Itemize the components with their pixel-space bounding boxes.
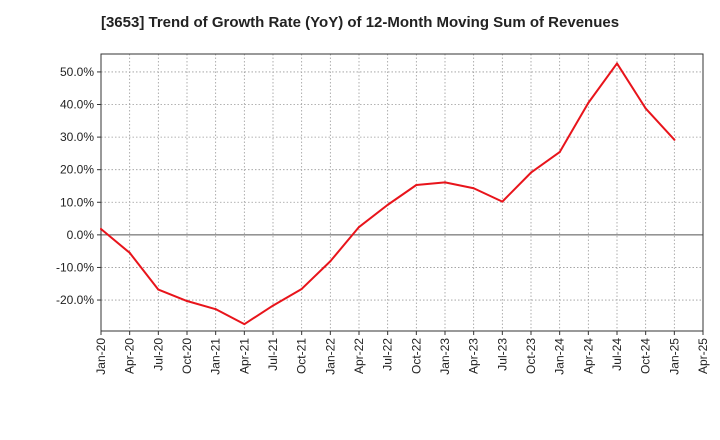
y-tick-label: -20.0% [56,293,94,307]
data-point [558,151,561,154]
y-tick-label: 50.0% [60,65,94,79]
x-tick-label: Oct-21 [295,338,309,374]
data-point [587,101,590,104]
x-tick-label: Jan-23 [438,338,452,375]
y-tick-label: -10.0% [56,260,94,274]
data-point [186,300,188,303]
y-tick-label: 10.0% [60,195,94,209]
chart-title: [3653] Trend of Growth Rate (YoY) of 12-… [100,14,620,31]
x-tick-label: Jul-23 [495,338,509,371]
data-point [329,260,332,263]
x-tick-label: Apr-21 [237,338,251,374]
x-tick-label: Apr-22 [352,338,366,374]
x-tick-label: Oct-24 [639,338,653,374]
x-tick-label: Jul-20 [151,338,165,371]
data-point [128,251,131,254]
data-point [100,227,102,230]
x-tick-label: Apr-20 [123,338,137,374]
x-tick-label: Jan-21 [209,338,223,375]
data-point [358,226,360,229]
x-tick-label: Jul-22 [381,338,395,371]
data-point [272,304,274,307]
x-tick-label: Oct-22 [409,338,423,374]
x-tick-label: Jan-24 [553,338,567,375]
data-point [386,203,389,206]
data-point [157,288,160,291]
x-tick-label: Jan-25 [667,338,681,375]
x-tick-label: Oct-23 [524,338,538,374]
data-point [300,287,303,290]
x-tick-label: Apr-23 [467,338,481,374]
x-tick-label: Jan-22 [323,338,337,375]
data-point [214,308,217,311]
plot-border [100,53,704,332]
data-point [530,171,532,174]
x-tick-label: Oct-20 [180,338,194,374]
x-tick-label: Apr-24 [581,338,595,374]
x-tick-label: Apr-25 [696,338,710,374]
y-tick-label: 0.0% [67,228,95,242]
plot-area [101,54,703,331]
x-tick-label: Jan-20 [94,338,108,375]
data-point [444,181,446,184]
y-tick-label: 40.0% [60,98,94,112]
x-tick-label: Jul-21 [266,338,280,371]
data-point [673,138,676,141]
x-tick-label: Jul-24 [610,338,624,371]
y-tick-label: 20.0% [60,163,94,177]
data-point [616,62,618,65]
data-point [501,200,504,203]
data-point [415,184,418,187]
data-point [243,323,246,326]
y-tick-label: 30.0% [60,130,94,144]
data-point [644,107,647,110]
data-point [472,187,475,190]
